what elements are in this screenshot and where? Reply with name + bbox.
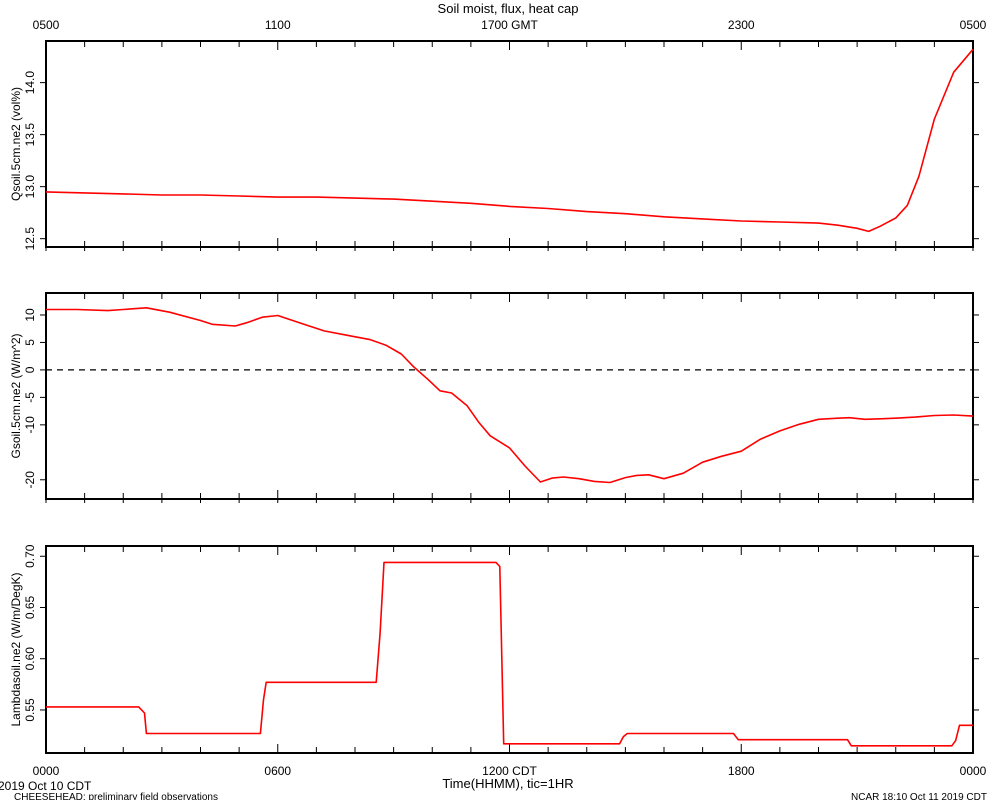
bottom-x-tick-label: 1800 [728,764,755,778]
panel-1-frame [45,40,974,248]
y-tick-label: 14.0 [23,71,37,95]
y-tick-label: 0.70 [23,544,37,568]
chart-title: Soil moist, flux, heat cap [438,1,579,16]
y-axis-label: Lambdasoil.ne2 (W/m/DegK) [9,572,23,726]
top-x-tick-label: 0500 [33,18,60,32]
top-x-tick-label: 1700 GMT [481,18,538,32]
y-tick-label: 10 [23,308,37,322]
y-tick-label: 12.5 [23,227,37,251]
top-x-tick-label: 0500 [960,18,987,32]
series-line-panel-2 [46,306,974,484]
bottom-x-tick-label: 0000 [33,764,60,778]
panel-3-frame [45,545,974,754]
y-tick-label: 0.65 [23,595,37,619]
footer-date: 2019 Oct 10 CDT [0,779,92,793]
top-x-tick-label: 1100 [265,18,291,32]
y-tick-label: 13.5 [23,123,37,147]
x-axis-label: Time(HHMM), tic=1HR [442,776,573,791]
y-tick-label: 5 [23,339,37,346]
y-tick-label: -10 [23,416,37,434]
y-axis-label: Gsoil.5cm.ne2 (W/m^2) [9,334,23,459]
top-x-tick-label: 2300 [728,18,755,32]
footer-project: CHEESEHEAD: preliminary field observatio… [14,792,218,800]
series-line-panel-1 [45,48,974,233]
y-tick-label: -5 [23,392,37,403]
bottom-x-tick-label: 0000 [960,764,987,778]
bottom-x-tick-label: 0600 [264,764,291,778]
y-axis-label: Qsoil.5cm.ne2 (vol%) [9,87,23,201]
y-tick-label: 0.60 [23,647,37,671]
series-line-panel-3 [46,561,973,747]
y-tick-label: 0 [23,366,37,373]
y-tick-label: -20 [23,471,37,489]
panel-2-frame [45,292,974,500]
bottom-x-tick-label: 1200 CDT [482,764,537,778]
footer-stamp: NCAR 18:10 Oct 11 2019 CDT [851,792,987,800]
y-tick-label: 13.0 [23,175,37,199]
y-tick-label: 0.55 [23,698,37,722]
